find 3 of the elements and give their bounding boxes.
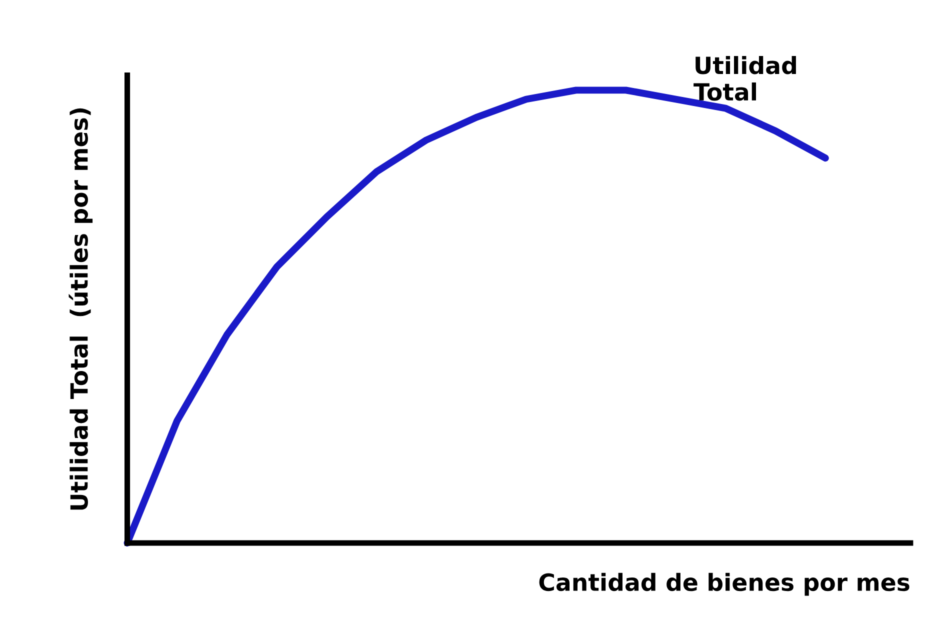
series-label: Utilidad Total: [694, 56, 796, 101]
x-axis-title: Cantidad de bienes por mes: [539, 572, 910, 596]
y-axis-title: Utilidad Total (útiles por mes): [68, 108, 93, 510]
